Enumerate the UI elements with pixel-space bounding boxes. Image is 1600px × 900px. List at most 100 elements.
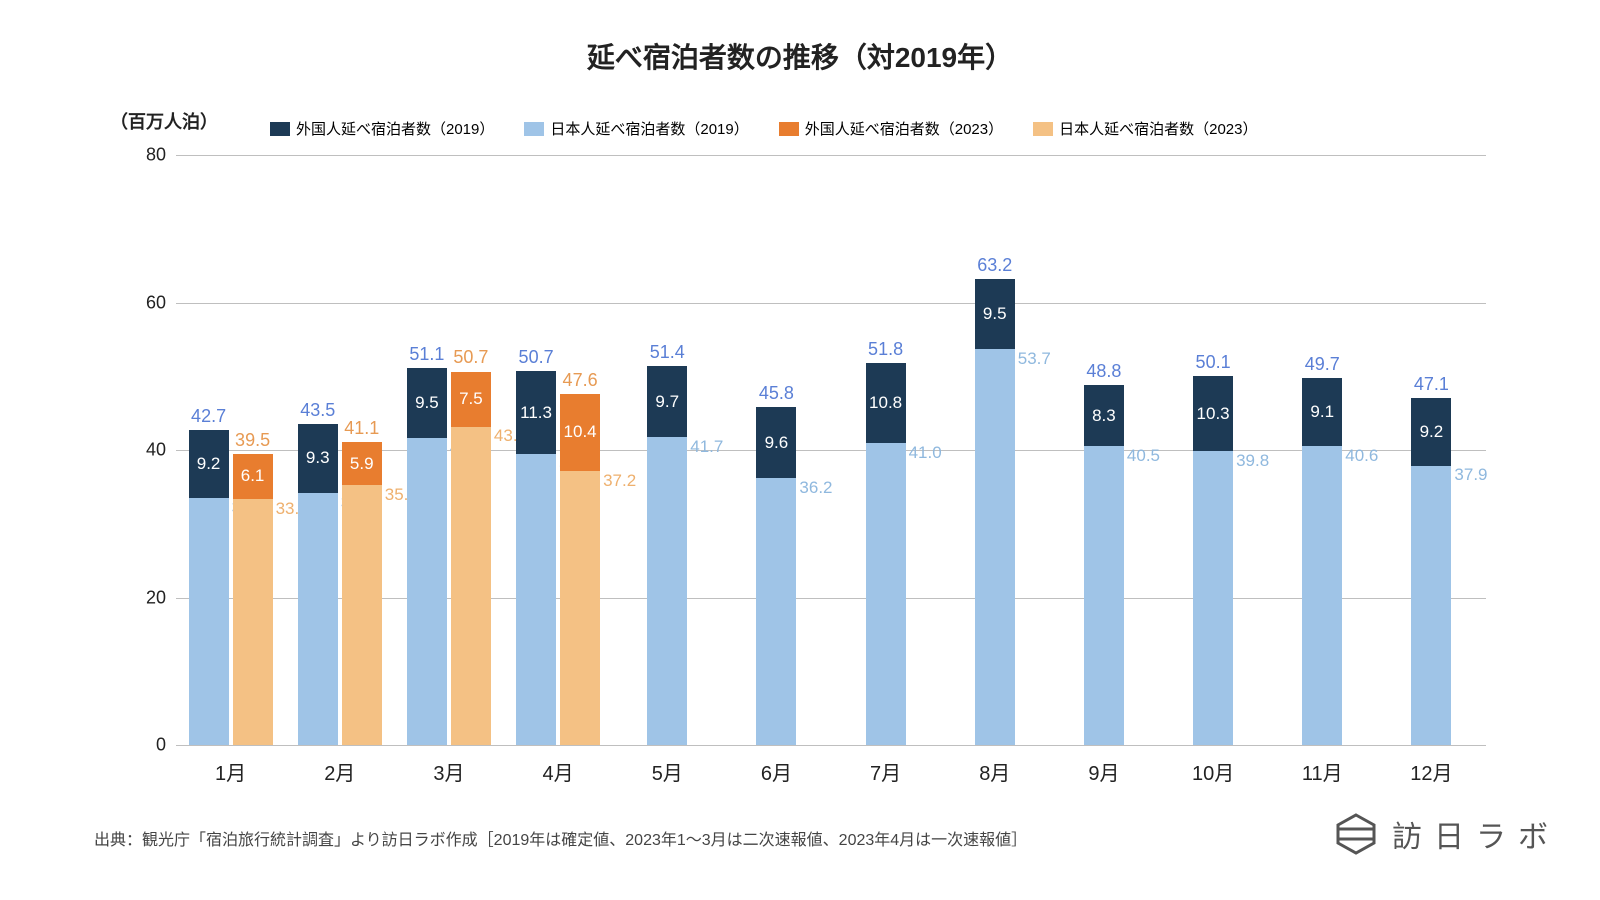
x-tick-label: 7月: [870, 745, 901, 786]
total-label-2023: 50.7: [453, 347, 488, 371]
x-tick-label: 6月: [761, 745, 792, 786]
value-label-japanese-2019: 40.5: [1124, 446, 1160, 466]
bar-segment-foreign-2019: 9.2: [1411, 398, 1451, 466]
bar-2019: 9.553.763.2: [975, 279, 1015, 745]
x-tick-label: 12月: [1410, 745, 1452, 786]
bar-group: 10.841.051.8: [866, 363, 906, 745]
bar-2023: 6.133.439.5: [233, 454, 273, 745]
total-label-2019: 50.7: [519, 347, 554, 371]
bar-group: 10.339.850.1: [1193, 376, 1233, 745]
legend: 外国人延べ宿泊者数（2019） 日本人延べ宿泊者数（2019） 外国人延べ宿泊者数（…: [270, 118, 1258, 139]
bar-group: 11.339.450.710.437.247.6: [516, 371, 600, 745]
x-tick-label: 11月: [1302, 745, 1343, 786]
bar-group: 9.636.245.8: [756, 407, 796, 745]
total-label-2019: 63.2: [977, 255, 1012, 279]
y-axis-title: （百万人泊）: [110, 108, 218, 134]
bar-segment-japanese-2023: [342, 485, 382, 745]
legend-label: 日本人延べ宿泊者数（2023）: [1059, 118, 1257, 139]
bar-2019: 9.334.343.5: [298, 424, 338, 745]
gridline: [176, 745, 1486, 746]
total-label-2019: 47.1: [1414, 374, 1449, 398]
legend-swatch: [1033, 122, 1053, 136]
value-label-japanese-2019: 36.2: [796, 478, 832, 498]
bar-segment-foreign-2019: 8.3: [1084, 385, 1124, 446]
bar-group: 9.334.343.55.935.241.1: [298, 424, 382, 745]
bar-segment-japanese-2019: [866, 443, 906, 745]
bar-group: 8.340.548.8: [1084, 385, 1124, 745]
bar-segment-foreign-2019: 9.3: [298, 424, 338, 492]
y-tick-label: 80: [146, 145, 176, 166]
bar-segment-japanese-2019: [647, 437, 687, 745]
value-label-japanese-2023: 37.2: [600, 471, 636, 491]
bar-segment-japanese-2019: [298, 493, 338, 745]
bar-segment-foreign-2023: 5.9: [342, 442, 382, 486]
bar-group: 9.541.651.17.543.150.7: [407, 368, 491, 745]
x-tick-label: 10月: [1192, 745, 1234, 786]
value-label-japanese-2019: 37.9: [1451, 465, 1487, 485]
bar-segment-japanese-2019: [516, 454, 556, 745]
x-tick-label: 8月: [979, 745, 1010, 786]
bar-segment-japanese-2019: [407, 438, 447, 745]
bar-segment-foreign-2023: 6.1: [233, 454, 273, 499]
y-tick-label: 40: [146, 440, 176, 461]
bar-segment-japanese-2019: [1411, 466, 1451, 746]
value-label-japanese-2019: 39.8: [1233, 451, 1269, 471]
bar-2019: 8.340.548.8: [1084, 385, 1124, 745]
value-label-japanese-2019: 40.6: [1342, 446, 1378, 466]
legend-item: 日本人延べ宿泊者数（2019）: [524, 118, 748, 139]
legend-item: 日本人延べ宿泊者数（2023）: [1033, 118, 1257, 139]
brand-logo: 訪日ラボ: [1334, 812, 1560, 856]
legend-swatch: [779, 122, 799, 136]
chart-plot-area: 0204060801月9.233.542.76.133.439.52月9.334…: [176, 155, 1486, 745]
x-tick-label: 9月: [1088, 745, 1119, 786]
total-label-2019: 48.8: [1086, 361, 1121, 385]
bar-segment-foreign-2019: 10.8: [866, 363, 906, 443]
value-label-japanese-2019: 41.0: [906, 443, 942, 463]
bar-segment-japanese-2019: [975, 349, 1015, 745]
chart-title: 延べ宿泊者数の推移（対2019年）: [0, 0, 1600, 76]
value-label-japanese-2019: 41.7: [687, 437, 723, 457]
bar-segment-foreign-2019: 9.2: [189, 430, 229, 498]
legend-swatch: [524, 122, 544, 136]
bar-segment-japanese-2019: [1193, 451, 1233, 745]
bar-segment-foreign-2023: 10.4: [560, 394, 600, 471]
gridline: [176, 155, 1486, 156]
bar-2019: 9.636.245.8: [756, 407, 796, 745]
bar-segment-japanese-2019: [1084, 446, 1124, 745]
total-label-2019: 51.4: [650, 342, 685, 366]
total-label-2019: 51.1: [409, 344, 444, 368]
bar-2019: 11.339.450.7: [516, 371, 556, 745]
total-label-2023: 41.1: [344, 418, 379, 442]
total-label-2019: 50.1: [1196, 352, 1231, 376]
bar-segment-japanese-2019: [756, 478, 796, 745]
bar-2019: 10.339.850.1: [1193, 376, 1233, 745]
total-label-2019: 43.5: [300, 400, 335, 424]
bar-2019: 9.237.947.1: [1411, 398, 1451, 745]
legend-label: 日本人延べ宿泊者数（2019）: [550, 118, 748, 139]
total-label-2019: 51.8: [868, 339, 903, 363]
source-footnote: 出典：観光庁「宿泊旅行統計調査」より訪日ラボ作成［2019年は確定値、2023年…: [94, 826, 1027, 850]
bar-group: 9.741.751.4: [647, 366, 687, 745]
bar-group: 9.233.542.76.133.439.5: [189, 430, 273, 745]
gridline: [176, 303, 1486, 304]
bar-segment-foreign-2019: 9.5: [975, 279, 1015, 349]
value-label-japanese-2019: 53.7: [1015, 349, 1051, 369]
bar-2019: 10.841.051.8: [866, 363, 906, 745]
total-label-2019: 42.7: [191, 406, 226, 430]
brand-logo-text: 訪日ラボ: [1392, 812, 1560, 856]
total-label-2019: 45.8: [759, 383, 794, 407]
total-label-2023: 39.5: [235, 430, 270, 454]
bar-2023: 5.935.241.1: [342, 442, 382, 745]
bar-group: 9.140.649.7: [1302, 378, 1342, 745]
legend-label: 外国人延べ宿泊者数（2023）: [805, 118, 1003, 139]
bar-segment-japanese-2023: [451, 427, 491, 745]
legend-swatch: [270, 122, 290, 136]
x-tick-label: 3月: [433, 745, 464, 786]
legend-item: 外国人延べ宿泊者数（2019）: [270, 118, 494, 139]
x-tick-label: 5月: [652, 745, 683, 786]
bar-group: 9.553.763.2: [975, 279, 1015, 745]
bar-segment-foreign-2019: 9.5: [407, 368, 447, 438]
hexagon-icon: [1334, 812, 1378, 856]
bar-group: 9.237.947.1: [1411, 398, 1451, 745]
bar-segment-foreign-2019: 11.3: [516, 371, 556, 454]
